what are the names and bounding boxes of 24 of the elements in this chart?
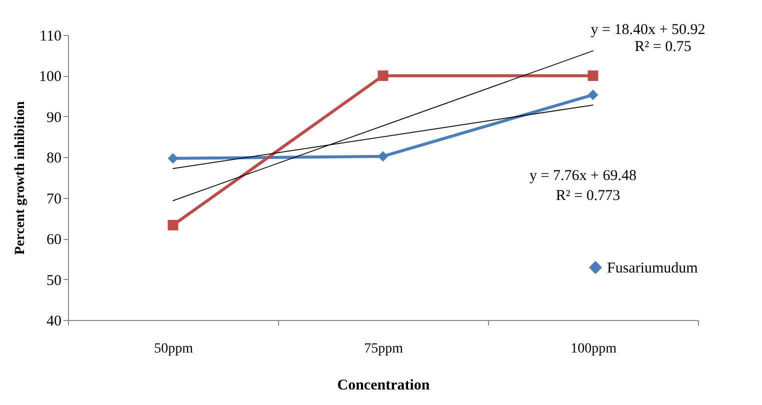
- y-tick-label: 40: [46, 314, 62, 330]
- y-tick-label: 70: [46, 191, 62, 208]
- point: [588, 70, 598, 81]
- annotation: y = 7.76x + 69.48: [530, 168, 636, 184]
- y-tick-label: 60: [46, 232, 62, 248]
- annotation: R² = 0.75: [634, 39, 692, 55]
- point: [378, 70, 388, 81]
- y-tick-label: 50: [46, 272, 62, 289]
- y-tick-label: 100: [39, 69, 62, 86]
- y-tick-label: 80: [46, 150, 62, 167]
- y-tick-label: 90: [46, 110, 62, 126]
- point: [168, 220, 178, 230]
- x-tick-label: 100ppm: [570, 342, 617, 356]
- annotation: R² = 0.773: [556, 188, 620, 204]
- y-tick-label: 110: [40, 28, 62, 44]
- point: [168, 153, 178, 164]
- x-axis-title: Concentration: [337, 378, 430, 394]
- point: [588, 90, 598, 100]
- legend-label: Fusariumudum: [607, 260, 698, 276]
- x-tick-label: 50ppm: [154, 342, 194, 356]
- x-tick-label: 75ppm: [364, 342, 404, 356]
- point: [378, 151, 388, 162]
- annotation: y = 18.40x + 50.92: [590, 22, 706, 38]
- y-axis-title: Percent growth inhibition: [13, 101, 28, 255]
